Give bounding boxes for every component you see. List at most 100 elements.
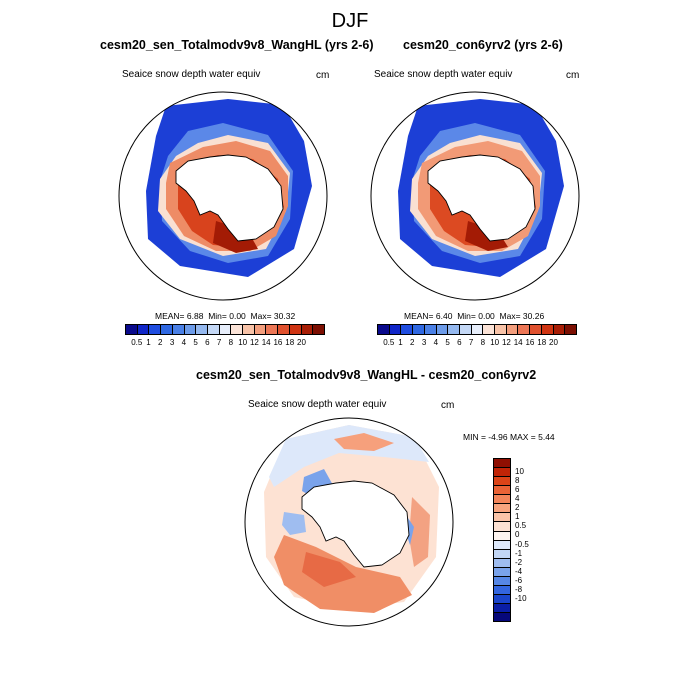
panel2-colorbar-box bbox=[413, 325, 425, 334]
panel2-colorbar-box bbox=[401, 325, 414, 334]
panel3-colorbar-box bbox=[494, 531, 510, 541]
panel3-colorbar-box bbox=[494, 468, 510, 478]
panel1-colorbar-tick-label: 12 bbox=[249, 338, 259, 347]
panel3-colorbar-tick-label: -1 bbox=[515, 548, 523, 558]
panel3-colorbar-tick-label: 0.5 bbox=[515, 521, 527, 531]
panel2-units: cm bbox=[566, 70, 580, 81]
panel2-colorbar-box bbox=[553, 325, 566, 334]
panel2-colorbar-tick-label: 18 bbox=[537, 338, 547, 347]
panel3-colorbar-tick-label: 4 bbox=[515, 494, 520, 503]
panel3-colorbar-box bbox=[494, 522, 510, 532]
panel2-colorbar-box bbox=[448, 325, 460, 334]
panel1-colorbar-box bbox=[184, 325, 197, 334]
panel1-colorbar-box bbox=[243, 325, 255, 334]
panel2-stats: MEAN= 6.40 Min= 0.00 Max= 30.26 bbox=[404, 311, 545, 321]
panel2-colorbar-tick-label: 7 bbox=[468, 338, 474, 347]
panel1-map bbox=[118, 91, 328, 301]
panel3-colorbar-box bbox=[494, 486, 510, 496]
panel3-colorbar-box bbox=[494, 585, 510, 595]
panel1-colorbar-box bbox=[137, 325, 150, 334]
panel1-colorbar-box bbox=[231, 325, 244, 334]
panel2-colorbar-box bbox=[471, 325, 484, 334]
panel1-colorbar-tick-label: 4 bbox=[181, 338, 187, 347]
panel1-colorbar-box bbox=[207, 325, 220, 334]
panel2-colorbar-tick-label: 4 bbox=[433, 338, 439, 347]
panel3-colorbar-tick-label: -8 bbox=[515, 585, 523, 595]
panel3-colorbar-box bbox=[494, 613, 510, 622]
panel2-colorbar-tick-label: 16 bbox=[525, 338, 535, 347]
panel2-colorbar-tick-label: 0.5 bbox=[383, 338, 395, 347]
panel3-colorbar-box bbox=[494, 513, 510, 523]
panel3-field-label: Seaice snow depth water equiv bbox=[248, 399, 387, 410]
panel1-colorbar-box bbox=[219, 325, 232, 334]
panel1-colorbar-tick-label: 10 bbox=[238, 338, 248, 347]
panel1-field-label: Seaice snow depth water equiv bbox=[122, 69, 261, 80]
panel2-colorbar-tick-label: 3 bbox=[421, 338, 427, 347]
panel3-stats: MIN = -4.96 MAX = 5.44 bbox=[463, 432, 555, 442]
panel1-colorbar-box bbox=[313, 325, 324, 334]
panel1-colorbar-box bbox=[196, 325, 208, 334]
panel3-colorbar-tick-label: -0.5 bbox=[515, 539, 529, 549]
panel2-colorbar-box bbox=[378, 325, 390, 334]
panel1-antarctica bbox=[175, 154, 284, 242]
panel2-colorbar-box bbox=[389, 325, 402, 334]
panel2-colorbar-tick-label: 1 bbox=[398, 338, 403, 347]
panel3-colorbar-tick-label: -6 bbox=[515, 576, 523, 585]
panel1-units: cm bbox=[316, 70, 330, 81]
panel2-colorbar-box bbox=[506, 325, 519, 334]
panel3-colorbar-box bbox=[494, 549, 510, 559]
panel1-colorbar-box bbox=[254, 325, 267, 334]
panel3-antarctica bbox=[301, 480, 410, 568]
panel2-colorbar-box bbox=[459, 325, 472, 334]
panel3-colorbar-box bbox=[494, 576, 510, 586]
panel2-colorbar-tick-label: 20 bbox=[549, 338, 558, 347]
panel1-colorbar-box bbox=[161, 325, 173, 334]
panel1-colorbar-tick-label: 3 bbox=[169, 338, 175, 347]
panel3-units: cm bbox=[441, 400, 455, 411]
panel3-colorbar-tick-label: 6 bbox=[515, 484, 520, 494]
panel3-colorbar-box bbox=[494, 504, 510, 514]
panel1-colorbar-tick-label: 5 bbox=[193, 338, 198, 347]
panel2-antarctica bbox=[427, 154, 536, 242]
panel1-colorbar-box bbox=[266, 325, 279, 334]
panel1-colorbar-box bbox=[301, 325, 314, 334]
panel3-colorbar-box bbox=[494, 558, 510, 568]
panel2-colorbar-box bbox=[518, 325, 531, 334]
panel3-colorbar-tick-label: 1 bbox=[515, 512, 520, 522]
panel3-colorbar-tick-label: 10 bbox=[515, 466, 524, 476]
panel3-colorbar-box bbox=[494, 495, 510, 505]
panel1-colorbar-tick-label: 16 bbox=[273, 338, 283, 347]
panel2-colorbar-tick-label: 8 bbox=[480, 338, 486, 347]
panel2-colorbar-box bbox=[424, 325, 437, 334]
panel3-colorbar-box bbox=[494, 477, 510, 487]
panel1-stats: MEAN= 6.88 Min= 0.00 Max= 30.32 bbox=[155, 311, 296, 321]
figure-title: DJF bbox=[331, 10, 369, 32]
panel2-colorbar-tick-label: 5 bbox=[445, 338, 450, 347]
panel2-colorbar-tick-label: 12 bbox=[501, 338, 511, 347]
panel3-colorbar bbox=[493, 458, 511, 622]
panel2-colorbar-tick-label: 10 bbox=[490, 338, 500, 347]
panel1-colorbar-tick-label: 20 bbox=[297, 338, 306, 347]
panel3-colorbar-box bbox=[494, 459, 510, 469]
panel2-colorbar-box bbox=[530, 325, 542, 334]
panel1-colorbar-tick-label: 2 bbox=[158, 338, 163, 347]
panel2-colorbar-tick-label: 6 bbox=[457, 338, 462, 347]
panel2-colorbar-box bbox=[565, 325, 576, 334]
panel2-colorbar-tick-label: 2 bbox=[410, 338, 415, 347]
panel2-colorbar-box bbox=[541, 325, 554, 334]
panel3-colorbar-box bbox=[494, 604, 510, 614]
panel3-colorbar-box bbox=[494, 540, 510, 550]
panel1-colorbar-box bbox=[149, 325, 162, 334]
panel3-colorbar-tick-label: -2 bbox=[515, 557, 523, 567]
panel1-colorbar-box bbox=[289, 325, 302, 334]
panel1-colorbar-box bbox=[278, 325, 290, 334]
panel1-colorbar-tick-label: 6 bbox=[205, 338, 210, 347]
panel1-colorbar-box bbox=[126, 325, 138, 334]
panel1-colorbar bbox=[125, 324, 325, 335]
panel2-field-label: Seaice snow depth water equiv bbox=[374, 69, 513, 80]
panel2-colorbar-box bbox=[483, 325, 496, 334]
panel1-colorbar-tick-label: 0.5 bbox=[131, 338, 143, 347]
panel1-title: cesm20_sen_Totalmodv9v8_WangHL (yrs 2-6) bbox=[100, 38, 374, 52]
panel1-map-boundary bbox=[118, 91, 328, 301]
panel3-colorbar-box bbox=[494, 567, 510, 577]
